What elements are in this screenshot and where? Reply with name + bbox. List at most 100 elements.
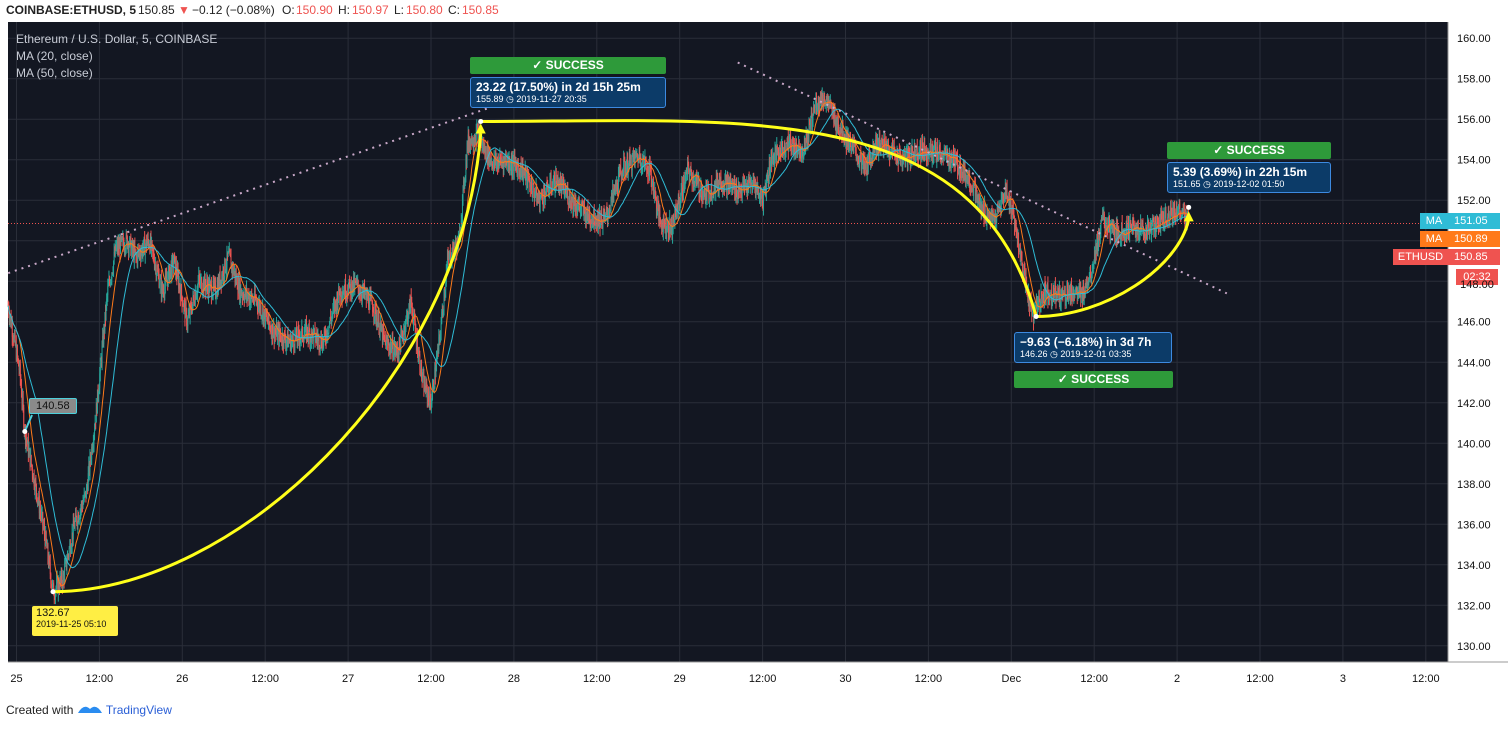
candle-body (1178, 204, 1179, 213)
candle-body (628, 160, 630, 171)
candle-body (575, 201, 577, 211)
candle-body (1073, 295, 1075, 297)
candle-body (361, 296, 363, 299)
candle-body (506, 160, 508, 167)
candle-body (223, 276, 225, 278)
candle-body (202, 281, 204, 291)
candle-body (155, 265, 156, 266)
candle-body (67, 555, 68, 563)
candle-body (1111, 223, 1113, 233)
candle-body (486, 146, 488, 162)
candle-body (786, 143, 788, 144)
candle-body (373, 316, 375, 317)
candle-body (432, 381, 434, 388)
candle-body (363, 286, 365, 294)
candle-body (372, 304, 374, 312)
candle-body (523, 171, 524, 179)
candle-body (1141, 227, 1143, 232)
candle-body (382, 327, 383, 342)
candle-body (417, 355, 419, 358)
candle-body (808, 123, 810, 137)
candle-body (565, 191, 567, 196)
candle-body (348, 279, 350, 287)
candle-body (935, 153, 937, 163)
candle-body (1008, 193, 1010, 200)
candle-body (708, 186, 710, 200)
candle-body (463, 180, 464, 188)
candle-body (249, 296, 250, 303)
candle-body (673, 216, 675, 222)
candle-body (509, 168, 511, 169)
candle-body (747, 184, 748, 192)
candle-body (570, 202, 572, 207)
candle-body (326, 330, 328, 337)
candle-body (799, 150, 801, 153)
candle-body (1068, 288, 1070, 294)
candle-body (209, 282, 211, 293)
candle-body (264, 309, 266, 324)
candle-body (881, 138, 882, 141)
candle-body (485, 147, 487, 159)
candle-body (798, 141, 800, 149)
candle-body (586, 206, 588, 219)
candle-body (144, 246, 146, 256)
candle-body (293, 347, 295, 349)
x-tick-label: 3 (1340, 673, 1346, 685)
candle-body (398, 355, 399, 358)
candle-body (778, 155, 780, 157)
candle-body (861, 162, 863, 172)
candle-body (1011, 206, 1013, 218)
candle-body (674, 207, 676, 222)
candle-body (907, 148, 909, 163)
candle-body (1084, 284, 1086, 296)
candle-body (483, 145, 485, 153)
candle-body (1015, 220, 1017, 226)
candle-body (714, 182, 716, 194)
candle-body (962, 175, 964, 177)
candle-body (1140, 222, 1142, 232)
candle-body (273, 326, 275, 336)
candle-body (177, 269, 179, 276)
candle-body (825, 99, 827, 105)
x-tick-label: 12:00 (915, 673, 943, 685)
candle-body (495, 156, 497, 165)
candle-body (443, 309, 444, 313)
candle-body (1177, 213, 1178, 216)
candle-body (1176, 209, 1178, 216)
high-value: 150.97 (352, 3, 389, 17)
candle-body (935, 146, 937, 154)
candle-body (603, 213, 605, 216)
candle-body (688, 171, 690, 178)
candle-body (845, 133, 847, 142)
candle-body (858, 161, 860, 165)
candle-body (234, 270, 236, 280)
candle-body (100, 359, 102, 361)
dip-measure-detail: 146.26 ◷ 2019-12-01 03:35 (1020, 349, 1132, 359)
candle-body (500, 158, 502, 163)
candle-body (869, 152, 870, 158)
candle-body (991, 210, 993, 218)
tradingview-link[interactable]: TradingView (105, 703, 172, 717)
candle-body (1035, 308, 1037, 309)
candle-body (1156, 216, 1158, 223)
candle-body (543, 189, 545, 192)
candle-body (61, 572, 63, 584)
candle-body (757, 187, 759, 193)
candle-body (696, 179, 698, 184)
candle-body (129, 238, 131, 247)
candle-body (1094, 251, 1096, 260)
candle-body (44, 525, 45, 535)
candle-body (65, 558, 67, 568)
candle-body (126, 236, 128, 248)
candle-body (1057, 287, 1059, 299)
y-tick-label: 146.00 (1457, 317, 1491, 329)
x-tick-label: 2 (1174, 673, 1180, 685)
candle-body (658, 210, 660, 221)
candle-body (511, 158, 513, 172)
candle-body (121, 237, 123, 241)
candle-body (1046, 292, 1048, 294)
candle-body (163, 294, 165, 296)
candle-body (617, 189, 619, 190)
candle-body (53, 595, 55, 597)
